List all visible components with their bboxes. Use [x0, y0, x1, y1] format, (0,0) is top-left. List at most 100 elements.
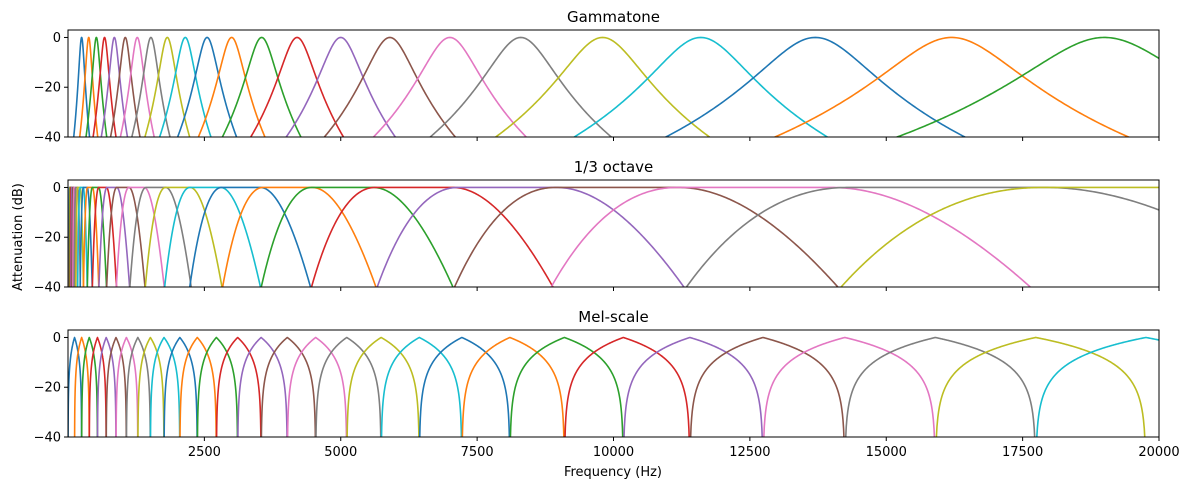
panel-title: Mel-scale — [578, 308, 648, 326]
filter-curve-14 — [249, 36, 345, 137]
filter-curve-20 — [572, 36, 829, 137]
filter-curve-21 — [418, 336, 511, 437]
filter-curve-17 — [372, 36, 528, 137]
filter-curve-22 — [221, 186, 377, 287]
y-tick-label: −40 — [34, 431, 61, 446]
filter-curve-14 — [215, 336, 262, 437]
filter-curve-13 — [221, 36, 302, 137]
filter-curve-20 — [380, 336, 463, 437]
filter-curve-28 — [685, 186, 1159, 287]
panel-1: Gammatone 0 −20 −40 — [34, 8, 1160, 146]
y-tick-label: 0 — [53, 181, 61, 196]
x-tick-label: 17500 — [1002, 445, 1043, 460]
filter-curve-27 — [763, 336, 936, 437]
filter-curve-17 — [115, 186, 166, 287]
filter-curve-7 — [119, 36, 156, 137]
x-tick-label: 20000 — [1138, 445, 1179, 460]
filter-curve-23 — [509, 336, 624, 437]
filter-curve-26 — [689, 336, 845, 437]
filter-curve-21 — [664, 36, 967, 137]
panel-3: Mel-scale 0 −20 −40 2500 5000 7500 10000 12500 15… — [34, 308, 1180, 460]
filter-curves — [68, 186, 1159, 287]
filter-curve-10 — [149, 336, 181, 437]
panel-2: 1/3 octave 0 −20 −40 — [34, 158, 1160, 296]
filter-curve-11 — [176, 36, 238, 137]
filter-curve-19 — [144, 186, 223, 287]
filter-curve-28 — [844, 336, 1036, 437]
y-tick-label: −20 — [34, 81, 61, 96]
panel-title: 1/3 octave — [574, 158, 654, 176]
x-tick-label: 7500 — [461, 445, 494, 460]
filter-curve-16 — [323, 36, 457, 137]
filter-curve-7 — [115, 336, 139, 437]
filter-curve-25 — [376, 186, 685, 287]
y-tick-label: 0 — [53, 331, 61, 346]
filter-curve-26 — [453, 186, 839, 287]
filter-curve-16 — [260, 336, 317, 437]
y-tick-label: −20 — [34, 231, 61, 246]
filter-curve-15 — [98, 186, 131, 287]
filter-curve-4 — [92, 36, 117, 137]
filter-curve-19 — [346, 336, 420, 437]
filter-curve-13 — [86, 186, 108, 287]
filter-curve-5 — [96, 336, 117, 437]
filter-curve-25 — [623, 336, 763, 437]
filter-curve-4 — [88, 336, 107, 437]
filter-curve-24 — [310, 186, 554, 287]
x-tick-label: 10000 — [593, 445, 634, 460]
filter-curve-3 — [85, 36, 108, 137]
filter-curve-9 — [144, 36, 191, 137]
filter-curve-9 — [137, 336, 165, 437]
filter-curve-6 — [109, 36, 141, 137]
filter-curve-21 — [188, 186, 312, 287]
filter-curve-12 — [197, 36, 266, 137]
filter-curves — [72, 36, 1159, 137]
filter-curves — [68, 336, 1159, 437]
filter-curve-1 — [72, 36, 91, 137]
filter-curve-11 — [79, 186, 94, 287]
filter-curve-15 — [285, 36, 397, 137]
filter-curve-22 — [772, 36, 1131, 137]
filter-curve-29 — [840, 186, 1159, 287]
x-tick-label: 12500 — [729, 445, 770, 460]
filter-curve-16 — [105, 186, 146, 287]
filter-curve-18 — [428, 36, 613, 137]
filter-curve-2 — [78, 36, 99, 137]
x-tick-label: 5000 — [324, 445, 357, 460]
filter-curve-19 — [494, 36, 711, 137]
filter-curve-17 — [286, 336, 348, 437]
filter-curve-15 — [237, 336, 288, 437]
filter-curve-18 — [315, 336, 382, 437]
filter-curve-8 — [125, 336, 152, 437]
filter-curve-20 — [163, 186, 262, 287]
y-tick-label: 0 — [53, 31, 61, 46]
filter-curve-29 — [935, 336, 1146, 437]
y-tick-label: −40 — [34, 131, 61, 146]
filter-curve-18 — [129, 186, 192, 287]
panel-title: Gammatone — [567, 8, 660, 26]
filter-curve-23 — [260, 186, 454, 287]
x-tick-label: 15000 — [866, 445, 907, 460]
x-tick-label: 2500 — [188, 445, 221, 460]
y-tick-label: −40 — [34, 281, 61, 296]
x-axis-label: Frequency (Hz) — [564, 465, 662, 480]
filter-curve-14 — [91, 186, 118, 287]
filter-curve-13 — [196, 336, 239, 437]
filter-curve-30 — [1036, 336, 1159, 437]
filter-curve-10 — [158, 36, 212, 137]
filter-curve-12 — [179, 336, 217, 437]
filter-curve-24 — [564, 336, 690, 437]
filter-curve-3 — [80, 336, 99, 437]
filter-curve-2 — [73, 336, 90, 437]
filter-curve-5 — [100, 36, 129, 137]
filter-curve-22 — [461, 336, 565, 437]
y-tick-label: −20 — [34, 381, 61, 396]
filter-curve-1 — [68, 336, 83, 437]
filter-curve-27 — [550, 186, 1032, 287]
filter-curve-11 — [163, 336, 198, 437]
filter-curve-8 — [130, 36, 171, 137]
filter-curve-6 — [105, 336, 128, 437]
